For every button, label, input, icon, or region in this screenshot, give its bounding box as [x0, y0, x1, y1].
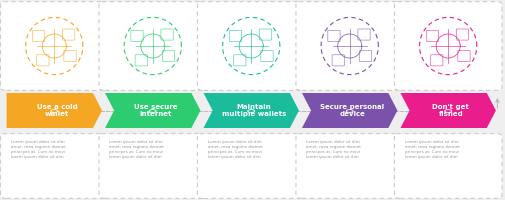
Text: Use secure
internet: Use secure internet: [134, 104, 177, 117]
Text: Lorem ipsum dolor sit dim
amet, mea regione diamet
principes at. Cum no movi
lor: Lorem ipsum dolor sit dim amet, mea regi…: [405, 140, 460, 159]
Circle shape: [346, 110, 353, 112]
FancyBboxPatch shape: [1, 2, 108, 90]
FancyBboxPatch shape: [99, 2, 207, 90]
Text: Lorem ipsum dolor sit dim
amet, mea regione diamet
principes at. Cum no movi
lor: Lorem ipsum dolor sit dim amet, mea regi…: [11, 140, 66, 159]
Text: Secure personal
device: Secure personal device: [320, 104, 384, 117]
FancyBboxPatch shape: [394, 2, 502, 90]
FancyBboxPatch shape: [394, 134, 502, 198]
Polygon shape: [204, 93, 299, 128]
Text: Lorem ipsum dolor sit dim
amet, mea regione diamet
principes at. Cum no movi
lor: Lorem ipsum dolor sit dim amet, mea regi…: [306, 140, 361, 159]
Text: Lorem ipsum dolor sit dim
amet, mea regione diamet
principes at. Cum no movi
lor: Lorem ipsum dolor sit dim amet, mea regi…: [109, 140, 164, 159]
FancyBboxPatch shape: [99, 134, 207, 198]
FancyBboxPatch shape: [197, 134, 305, 198]
Polygon shape: [7, 93, 102, 128]
Circle shape: [445, 110, 452, 112]
Circle shape: [149, 110, 157, 112]
Text: Maintain
multiple wallets: Maintain multiple wallets: [222, 104, 286, 117]
Text: Lorem ipsum dolor sit dim
amet, mea regione diamet
principes at. Cum no movi
lor: Lorem ipsum dolor sit dim amet, mea regi…: [208, 140, 263, 159]
FancyBboxPatch shape: [296, 134, 403, 198]
Polygon shape: [400, 93, 496, 128]
FancyBboxPatch shape: [197, 2, 305, 90]
FancyBboxPatch shape: [296, 2, 403, 90]
Polygon shape: [105, 93, 200, 128]
Polygon shape: [302, 93, 397, 128]
Circle shape: [51, 110, 58, 112]
FancyBboxPatch shape: [1, 134, 108, 198]
Text: Don't get
fished: Don't get fished: [432, 104, 469, 117]
Text: Use a cold
wallet: Use a cold wallet: [37, 104, 77, 117]
Circle shape: [247, 110, 255, 112]
